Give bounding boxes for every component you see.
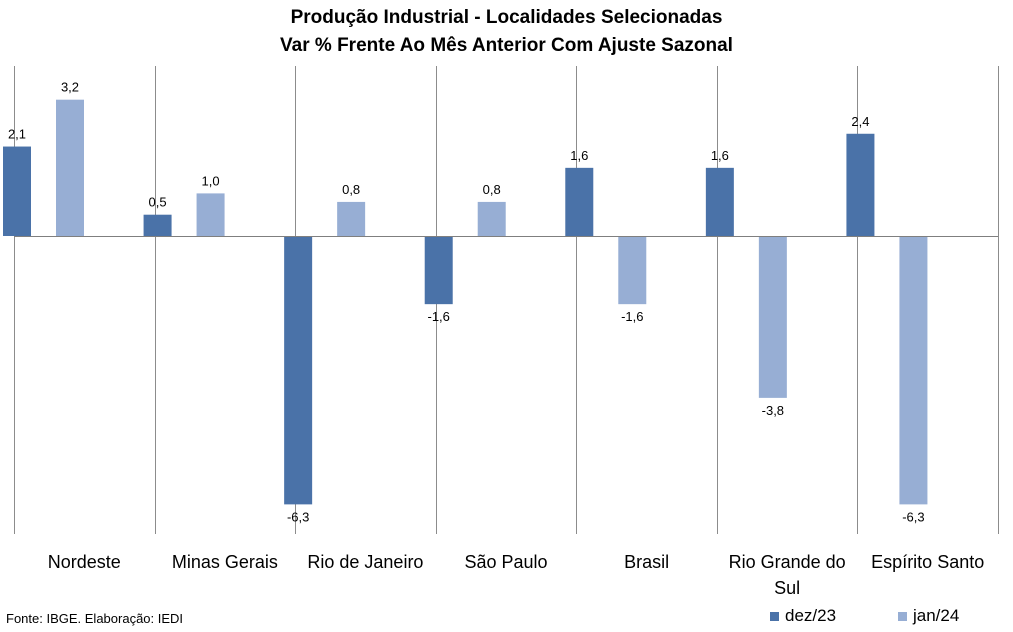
bar-dez23 — [3, 146, 31, 236]
legend-item-jan24: jan/24 — [898, 605, 959, 627]
data-label: 0,8 — [483, 182, 501, 197]
chart-subtitle: Var % Frente Ao Mês Anterior Com Ajuste … — [280, 35, 733, 56]
bar-jan24 — [899, 236, 928, 505]
legend-swatch — [770, 611, 779, 621]
source-note: Fonte: IBGE. Elaboração: IEDI — [6, 611, 184, 626]
bar-jan24 — [758, 236, 787, 398]
bar-dez23 — [565, 167, 594, 236]
data-label: 1,6 — [570, 148, 588, 163]
data-label: 3,2 — [61, 80, 79, 95]
bar-jan24 — [196, 193, 225, 236]
bar-jan24 — [337, 201, 366, 236]
bar-jan24 — [56, 99, 84, 237]
bar-jan24 — [477, 201, 506, 236]
category-label: Nordeste — [48, 552, 121, 572]
category-label: Espírito Santo — [871, 552, 984, 572]
category-label: São Paulo — [464, 552, 547, 572]
legend-label: jan/24 — [913, 606, 960, 625]
data-label: 1,0 — [202, 173, 220, 188]
data-label: -1,6 — [428, 309, 450, 324]
bar-dez23 — [424, 236, 453, 305]
data-label: -6,3 — [902, 509, 924, 524]
bar-dez23 — [284, 236, 313, 505]
data-label: 0,5 — [149, 195, 167, 210]
data-label: 2,1 — [8, 127, 26, 142]
category-label: Brasil — [624, 552, 669, 572]
data-label: -3,8 — [762, 403, 784, 418]
legend-label: dez/23 — [785, 606, 837, 625]
data-label: -6,3 — [287, 509, 309, 524]
data-label: 1,6 — [711, 148, 729, 163]
data-label: -1,6 — [621, 309, 643, 324]
data-label: 0,8 — [342, 182, 360, 197]
data-label: 2,4 — [851, 114, 869, 129]
category-label: Rio de Janeiro — [307, 552, 423, 572]
chart-title: Produção Industrial - Localidades Seleci… — [290, 7, 723, 28]
bar-dez23 — [143, 214, 172, 236]
legend-swatch — [898, 611, 907, 621]
legend-item-dez23: dez/23 — [770, 605, 836, 627]
category-label: Rio Grande do Sul — [729, 552, 846, 598]
bar-dez23 — [705, 167, 734, 236]
category-label: Minas Gerais — [172, 552, 278, 572]
bar-dez23 — [846, 133, 875, 236]
bar-jan24 — [618, 236, 647, 305]
